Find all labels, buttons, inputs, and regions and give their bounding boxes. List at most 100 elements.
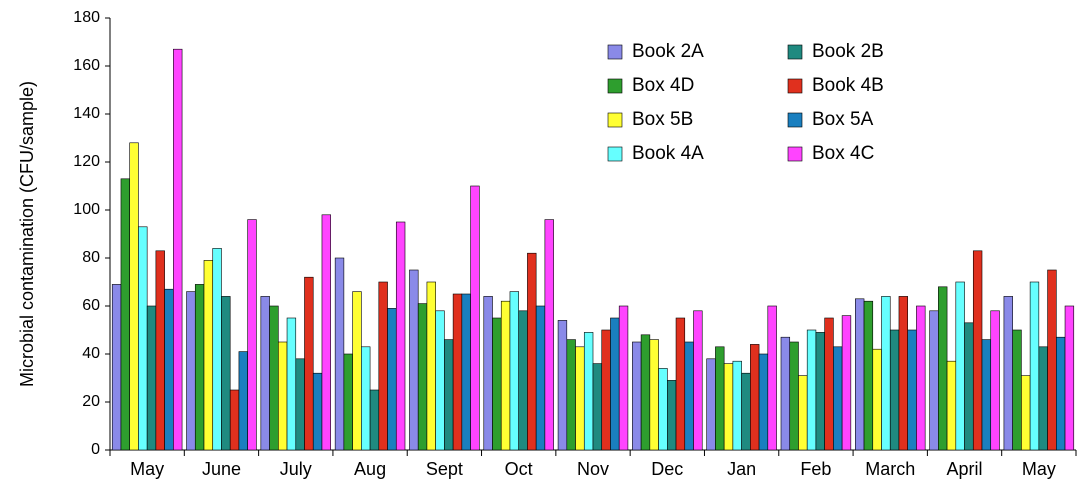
- bar: [750, 344, 760, 451]
- bar: [1056, 336, 1066, 451]
- bar: [693, 310, 703, 451]
- bar: [898, 296, 908, 451]
- bar: [610, 317, 620, 451]
- bar: [518, 310, 528, 451]
- bar: [361, 346, 371, 451]
- bar: [964, 322, 974, 451]
- bar: [649, 339, 659, 451]
- bar: [111, 284, 122, 451]
- bar: [435, 310, 445, 451]
- bar: [1038, 346, 1048, 451]
- x-tick-label: July: [280, 459, 312, 479]
- bar: [601, 329, 611, 451]
- bar: [815, 332, 825, 451]
- bar: [334, 257, 345, 451]
- bar: [667, 380, 677, 451]
- y-tick-label: 20: [82, 393, 100, 410]
- bar: [632, 341, 642, 451]
- bar: [535, 305, 546, 451]
- legend-label: Box 4C: [812, 143, 874, 164]
- bar: [767, 305, 777, 451]
- bar: [658, 368, 668, 451]
- bar: [881, 296, 891, 451]
- x-tick-label: April: [947, 459, 983, 479]
- bar: [640, 334, 651, 451]
- bar: [269, 305, 279, 451]
- bar: [194, 284, 205, 451]
- x-tick-label: Feb: [800, 459, 831, 479]
- x-tick-label: March: [865, 459, 915, 479]
- bar: [583, 332, 594, 451]
- x-tick-label: Oct: [505, 459, 533, 479]
- bar: [741, 372, 751, 451]
- bar: [780, 336, 791, 451]
- bar: [278, 341, 288, 451]
- bar: [295, 358, 305, 451]
- bar: [675, 317, 686, 451]
- bar: [557, 320, 568, 451]
- bar: [684, 341, 694, 451]
- bar: [369, 389, 380, 451]
- bar: [352, 291, 362, 451]
- bar: [186, 291, 196, 451]
- bar: [321, 214, 331, 451]
- bar: [758, 353, 769, 451]
- y-tick-label: 160: [73, 57, 100, 74]
- bar: [575, 346, 585, 451]
- bar: [1064, 305, 1075, 451]
- bar: [544, 219, 554, 451]
- bar: [789, 341, 799, 451]
- x-tick-label: Aug: [354, 459, 386, 479]
- bar: [929, 310, 939, 451]
- bar: [723, 363, 734, 451]
- x-tick-label: Sept: [426, 459, 463, 479]
- bar: [229, 389, 240, 451]
- legend-label: Book 2B: [812, 41, 884, 62]
- bar: [500, 300, 511, 451]
- bar: [938, 286, 948, 451]
- x-tick-label: June: [202, 459, 241, 479]
- legend-label: Book 4A: [632, 143, 704, 164]
- bar: [841, 315, 852, 451]
- bar: [286, 317, 297, 451]
- bar: [907, 329, 917, 451]
- y-tick-label: 80: [82, 249, 100, 266]
- x-tick-label: May: [1022, 459, 1056, 479]
- bar: [1003, 296, 1013, 451]
- bar: [470, 185, 480, 451]
- bar: [221, 296, 231, 451]
- legend-swatch: [607, 44, 623, 60]
- x-tick-label: Jan: [727, 459, 756, 479]
- bar: [872, 348, 882, 451]
- bar: [972, 250, 983, 451]
- legend-label: Box 5A: [812, 109, 874, 130]
- y-tick-label: 100: [73, 201, 100, 218]
- bar: [452, 293, 463, 451]
- legend-label: Book 4B: [812, 75, 884, 96]
- bar: [527, 252, 537, 451]
- bar: [732, 360, 742, 451]
- y-tick-label: 140: [73, 105, 100, 122]
- legend-swatch: [787, 112, 803, 128]
- bar: [343, 353, 353, 451]
- bar: [566, 339, 576, 451]
- bar: [409, 269, 419, 451]
- bar: [387, 308, 397, 451]
- y-tick-label: 40: [82, 345, 100, 362]
- y-axis-label: Microbial contamination (CFU/sample): [17, 81, 37, 387]
- bar: [203, 260, 214, 451]
- legend-swatch: [607, 146, 623, 162]
- x-tick-label: Dec: [651, 459, 683, 479]
- x-tick-label: Nov: [577, 459, 609, 479]
- bar: [946, 360, 957, 451]
- y-tick-label: 120: [73, 153, 100, 170]
- legend-label: Book 2A: [632, 41, 704, 62]
- bar: [164, 288, 174, 451]
- bar: [1012, 329, 1022, 451]
- bar: [304, 276, 314, 451]
- bar: [798, 375, 808, 451]
- legend-swatch: [787, 44, 803, 60]
- bar: [492, 317, 502, 451]
- y-tick-label: 60: [82, 297, 100, 314]
- bar: [1021, 375, 1031, 451]
